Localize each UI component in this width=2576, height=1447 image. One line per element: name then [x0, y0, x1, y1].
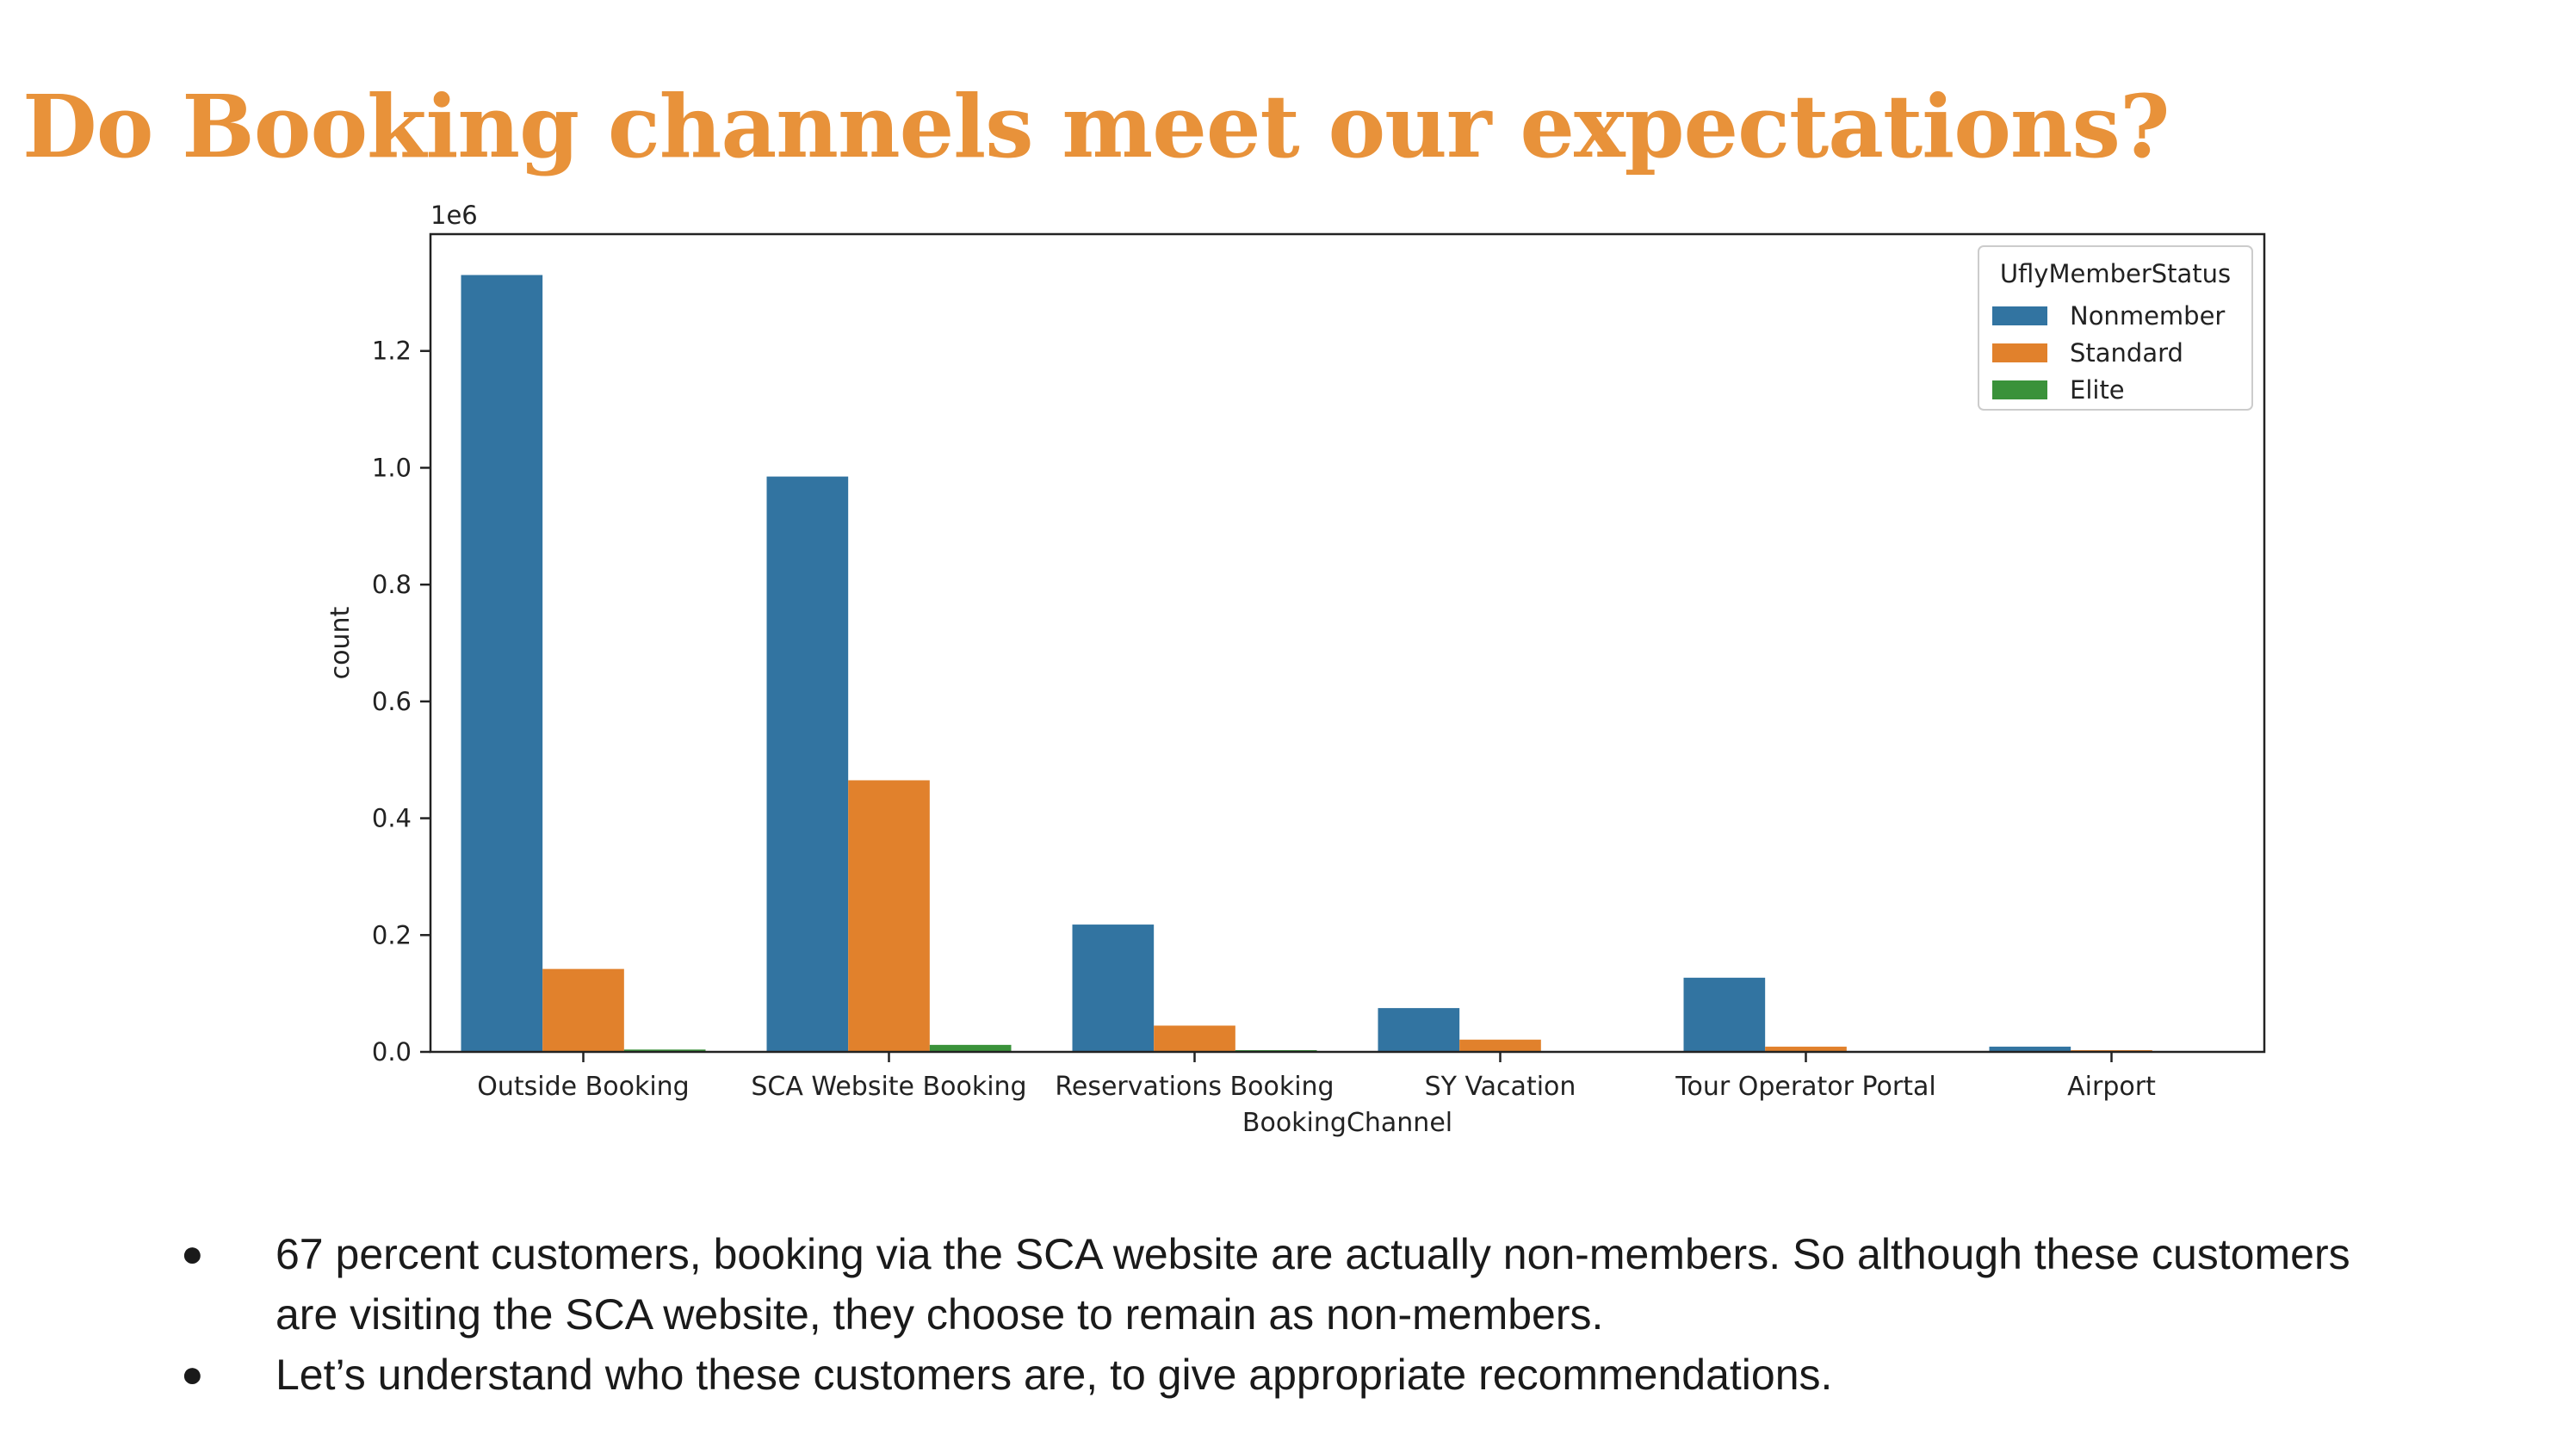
- bar-nonmember: [1683, 977, 1766, 1052]
- bar-elite: [623, 1049, 706, 1052]
- y-tick-label: 0.8: [372, 570, 412, 599]
- bar-standard: [1459, 1039, 1541, 1052]
- legend-label-nonmember: Nonmember: [2070, 301, 2225, 331]
- bullet-list: ● 67 percent customers, booking via the S…: [181, 1224, 2419, 1405]
- y-tick-label: 0.4: [372, 804, 412, 833]
- bullet-text: 67 percent customers, booking via the SC…: [276, 1230, 2350, 1339]
- x-tick-label: Airport: [2067, 1072, 2156, 1102]
- bullet-text: Let’s understand who these customers are…: [276, 1351, 1833, 1399]
- y-tick-label: 1.0: [372, 453, 412, 482]
- y-tick-label: 1.2: [372, 337, 412, 366]
- bar-nonmember: [766, 476, 849, 1052]
- bar-nonmember: [461, 275, 543, 1052]
- x-tick-label: Outside Booking: [477, 1072, 689, 1102]
- bar-elite: [929, 1044, 1012, 1052]
- bar-standard: [542, 968, 624, 1052]
- bullet-dot: ●: [181, 1353, 204, 1395]
- y-tick-label: 0.2: [372, 920, 412, 949]
- bar-standard: [1765, 1046, 1847, 1052]
- bullet-dot: ●: [181, 1233, 204, 1275]
- legend-box: [1978, 245, 2253, 411]
- y-tick-label: 0.6: [372, 687, 412, 716]
- x-tick-label: SY Vacation: [1425, 1072, 1576, 1102]
- legend-swatch-nonmember: [1992, 306, 2047, 325]
- legend-title: UflyMemberStatus: [2000, 259, 2231, 288]
- legend-label-standard: Standard: [2070, 338, 2183, 368]
- x-tick-label: Tour Operator Portal: [1675, 1072, 1935, 1102]
- slide-title: Do Booking channels meet our expectation…: [22, 76, 2170, 177]
- legend-swatch-elite: [1992, 380, 2047, 399]
- x-tick-label: SCA Website Booking: [751, 1072, 1026, 1102]
- legend-label-elite: Elite: [2070, 375, 2125, 405]
- bar-nonmember: [1072, 924, 1155, 1052]
- y-tick-label: 0.0: [372, 1037, 412, 1067]
- legend-swatch-standard: [1992, 343, 2047, 362]
- bar-nonmember: [1378, 1008, 1460, 1052]
- bar-nonmember: [1989, 1046, 2071, 1052]
- y-scale-label: 1e6: [430, 201, 478, 230]
- bullet-item: ● 67 percent customers, booking via the S…: [181, 1224, 2419, 1345]
- y-axis-label: count: [325, 606, 356, 679]
- bar-standard: [848, 780, 930, 1052]
- bar-standard: [1154, 1025, 1235, 1052]
- plot-frame: [429, 232, 2266, 1054]
- x-tick-label: Reservations Booking: [1055, 1072, 1334, 1102]
- bullet-item: ● Let’s understand who these customers ar…: [181, 1345, 2419, 1405]
- x-axis-label: BookingChannel: [1242, 1108, 1452, 1138]
